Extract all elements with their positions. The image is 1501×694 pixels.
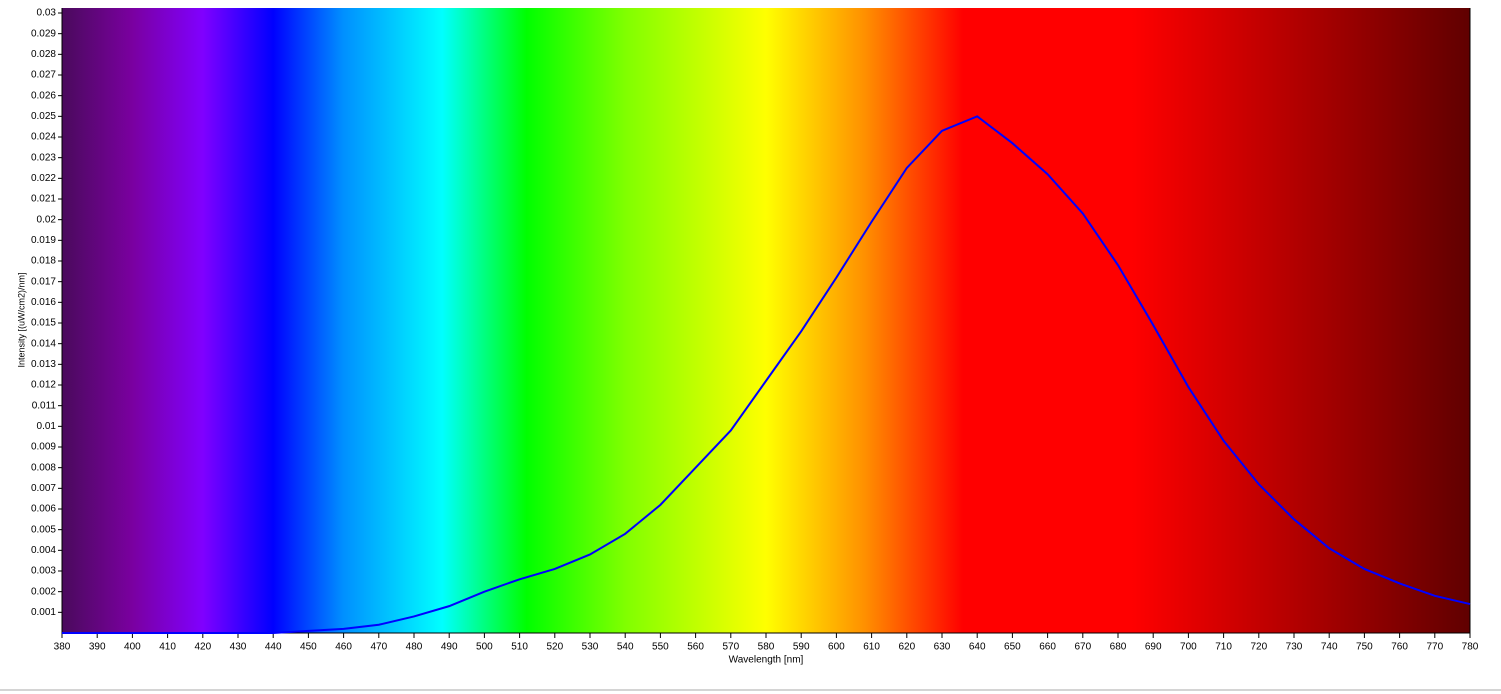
y-tick-label: 0.022 <box>31 173 56 184</box>
x-tick-label: 550 <box>652 642 669 653</box>
y-tick-label: 0.028 <box>31 49 56 60</box>
x-tick-label: 560 <box>687 642 704 653</box>
y-tick-label: 0.025 <box>31 111 56 122</box>
x-tick-label: 430 <box>230 642 247 653</box>
y-tick-label: 0.007 <box>31 483 56 494</box>
y-tick-label: 0.027 <box>31 70 56 81</box>
x-tick-label: 720 <box>1250 642 1267 653</box>
x-tick-label: 390 <box>89 642 106 653</box>
x-tick-label: 450 <box>300 642 317 653</box>
y-tick-label: 0.003 <box>31 566 56 577</box>
x-tick-label: 530 <box>582 642 599 653</box>
x-tick-label: 480 <box>406 642 423 653</box>
x-tick-label: 440 <box>265 642 282 653</box>
x-tick-label: 400 <box>124 642 141 653</box>
x-tick-label: 700 <box>1180 642 1197 653</box>
y-tick-label: 0.023 <box>31 152 56 163</box>
y-tick-label: 0.03 <box>37 8 57 19</box>
x-tick-label: 640 <box>969 642 986 653</box>
y-tick-label: 0.015 <box>31 318 56 329</box>
x-tick-label: 610 <box>863 642 880 653</box>
y-tick-label: 0.021 <box>31 194 56 205</box>
y-tick-label: 0.012 <box>31 380 56 391</box>
y-tick-label: 0.011 <box>32 400 57 411</box>
x-tick-label: 520 <box>546 642 563 653</box>
x-tick-label: 380 <box>54 642 71 653</box>
y-tick-label: 0.017 <box>31 276 56 287</box>
x-tick-label: 500 <box>476 642 493 653</box>
series-line <box>62 115 1471 634</box>
x-tick-label: 510 <box>511 642 528 653</box>
y-tick-label: 0.009 <box>31 442 56 453</box>
y-tick-label: 0.014 <box>31 338 56 349</box>
x-tick-label: 580 <box>758 642 775 653</box>
spectrum-background <box>62 8 1470 633</box>
y-tick-label: 0.029 <box>31 28 56 39</box>
y-tick-label: 0.016 <box>31 297 56 308</box>
y-tick-label: 0.006 <box>31 504 56 515</box>
x-tick-label: 740 <box>1321 642 1338 653</box>
y-tick-label: 0.002 <box>31 586 56 597</box>
x-tick-label: 770 <box>1426 642 1443 653</box>
x-tick-label: 540 <box>617 642 634 653</box>
y-tick-label: 0.01 <box>37 421 57 432</box>
x-tick-label: 780 <box>1462 642 1479 653</box>
y-tick-label: 0.004 <box>31 545 56 556</box>
x-tick-label: 730 <box>1286 642 1303 653</box>
y-tick-label: 0.019 <box>31 235 56 246</box>
x-tick-label: 650 <box>1004 642 1021 653</box>
x-tick-label: 410 <box>159 642 176 653</box>
x-axis-label: Wavelength [nm] <box>729 655 804 666</box>
x-tick-label: 620 <box>898 642 915 653</box>
x-tick-label: 470 <box>370 642 387 653</box>
x-tick-label: 760 <box>1391 642 1408 653</box>
x-tick-label: 600 <box>828 642 845 653</box>
x-tick-label: 690 <box>1145 642 1162 653</box>
x-tick-label: 590 <box>793 642 810 653</box>
x-tick-label: 460 <box>335 642 352 653</box>
x-tick-label: 670 <box>1074 642 1091 653</box>
y-tick-label: 0.013 <box>31 359 56 370</box>
x-tick-label: 710 <box>1215 642 1232 653</box>
x-tick-label: 570 <box>722 642 739 653</box>
y-tick-label: 0.026 <box>31 90 56 101</box>
x-tick-label: 680 <box>1110 642 1127 653</box>
x-tick-label: 630 <box>934 642 951 653</box>
y-tick-label: 0.02 <box>37 214 57 225</box>
x-tick-label: 660 <box>1039 642 1056 653</box>
x-tick-label: 750 <box>1356 642 1373 653</box>
y-tick-label: 0.001 <box>31 607 56 618</box>
y-tick-label: 0.018 <box>31 256 56 267</box>
y-axis-label: Intensity [(uW/cm2)/nm] <box>16 272 26 367</box>
y-tick-label: 0.008 <box>31 462 56 473</box>
x-tick-label: 420 <box>194 642 211 653</box>
y-tick-label: 0.005 <box>31 524 56 535</box>
x-tick-label: 490 <box>441 642 458 653</box>
y-tick-label: 0.024 <box>31 132 56 143</box>
